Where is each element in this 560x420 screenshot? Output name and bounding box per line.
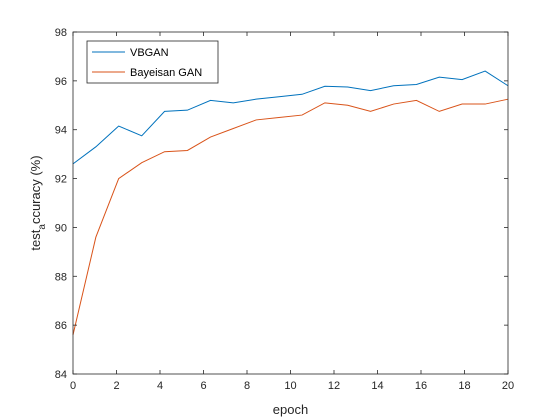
legend-box	[86, 40, 219, 84]
y-tick-label: 86	[55, 320, 67, 332]
y-tick-label: 96	[55, 76, 67, 88]
y-axis-label-main: test	[28, 229, 43, 250]
x-tick-label: 18	[458, 380, 470, 392]
y-tick-label: 94	[55, 125, 67, 137]
y-tick-label: 98	[55, 27, 67, 39]
series-line-vbgan	[72, 70, 509, 165]
y-axis-label-group: testaccuracy (%)	[28, 155, 48, 250]
x-tick-label: 14	[371, 380, 383, 392]
ticks-layer: 0 2 4 6 8 10 12 14 16 18 20 84 86 88 90 92 94 96 98	[55, 27, 514, 392]
series-line-bayeisan-gan	[72, 98, 509, 336]
series-layer	[72, 70, 509, 336]
legend-label-vbgan: VBGAN	[130, 47, 169, 59]
x-tick-label: 8	[244, 380, 250, 392]
y-tick-label: 92	[55, 174, 67, 186]
legend: VBGAN Bayeisan GAN	[86, 40, 219, 84]
y-axis-label-subscript: a	[37, 224, 48, 230]
y-axis-label-rest: ccuracy (%)	[28, 155, 43, 224]
x-tick-label: 6	[200, 380, 206, 392]
y-axis-label: testaccuracy (%)	[28, 155, 48, 250]
y-tick-label: 88	[55, 271, 67, 283]
x-tick-label: 2	[113, 380, 119, 392]
y-tick-label: 90	[55, 222, 67, 234]
x-tick-label: 0	[70, 380, 76, 392]
y-tick-label: 84	[55, 369, 67, 381]
x-tick-label: 16	[415, 380, 427, 392]
x-axis-label: epoch	[273, 402, 308, 417]
x-tick-label: 12	[328, 380, 340, 392]
plot-area	[73, 32, 508, 374]
x-tick-label: 4	[157, 380, 163, 392]
x-tick-label: 20	[502, 380, 514, 392]
x-tick-label: 10	[284, 380, 296, 392]
legend-label-bayesian-gan: Bayeisan GAN	[130, 67, 202, 79]
